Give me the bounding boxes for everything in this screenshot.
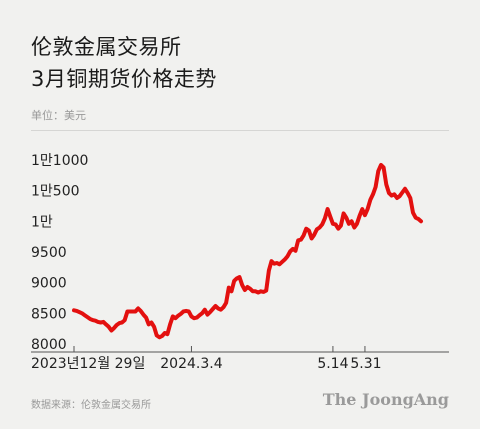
y-tick-label: 1만500 [31, 184, 80, 200]
y-tick-label: 1만 [31, 214, 53, 230]
y-tick-label: 8500 [31, 306, 67, 322]
header-divider [31, 130, 449, 131]
x-tick-label: 2024.3.4 [160, 356, 222, 372]
x-axis-ticks: 2023년12월 29일 2024.3.4 5.14 5.31 [31, 346, 382, 372]
source-note: 数据来源：伦敦金属交易所 [31, 400, 151, 411]
price-line [72, 162, 423, 340]
y-tick-label: 9000 [31, 276, 67, 292]
x-tick-label: 5.14 [317, 356, 348, 372]
x-tick-label: 5.31 [350, 356, 381, 372]
x-tick-label: 2023년12월 29일 [31, 356, 145, 372]
chart-title-line1: 伦敦金属交易所 [31, 35, 182, 59]
chart-title-line2: 3月铜期货价格走势 [31, 67, 217, 91]
y-tick-label: 9500 [31, 245, 67, 261]
y-tick-label: 1만1000 [31, 153, 88, 169]
unit-label: 单位：美元 [31, 109, 86, 122]
y-axis-ticks: 8000 8500 9000 9500 1만 1만500 1만1000 [31, 153, 88, 353]
brand-logo: The JoongAng [322, 390, 449, 409]
y-tick-label: 8000 [31, 337, 67, 353]
